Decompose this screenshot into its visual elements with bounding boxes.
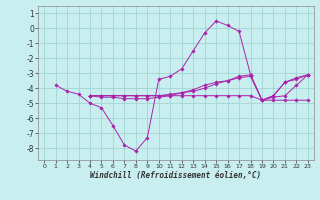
X-axis label: Windchill (Refroidissement éolien,°C): Windchill (Refroidissement éolien,°C) — [91, 171, 261, 180]
